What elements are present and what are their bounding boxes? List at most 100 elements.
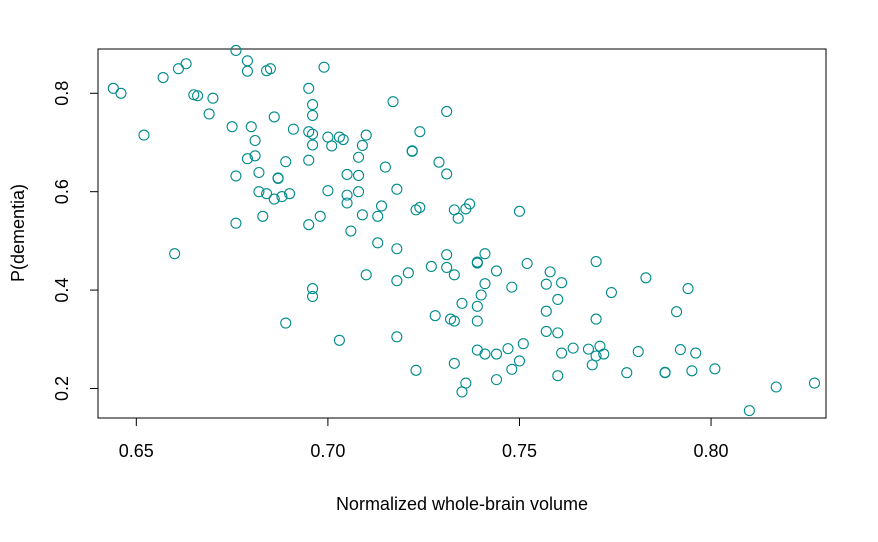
data-point <box>448 269 460 281</box>
data-point <box>410 364 422 376</box>
data-point <box>671 306 683 318</box>
data-point <box>471 257 483 269</box>
data-point <box>387 96 399 108</box>
data-point <box>188 89 200 101</box>
data-point <box>540 278 552 290</box>
data-point <box>621 367 633 379</box>
data-point <box>441 105 453 118</box>
data-point <box>674 344 686 356</box>
data-point <box>414 201 426 213</box>
data-point <box>303 82 315 94</box>
data-point <box>322 185 334 197</box>
data-point <box>345 225 357 237</box>
data-points <box>107 44 821 417</box>
data-point <box>268 193 280 205</box>
data-point <box>391 275 403 287</box>
data-point <box>513 355 526 367</box>
data-point <box>307 109 319 121</box>
data-point <box>257 210 269 222</box>
data-point <box>245 121 257 133</box>
data-point <box>471 315 483 327</box>
data-point <box>682 283 694 295</box>
data-point <box>808 377 821 389</box>
data-point <box>230 217 242 229</box>
data-point <box>490 374 503 386</box>
data-point <box>471 344 483 356</box>
data-point <box>448 357 460 369</box>
data-point <box>280 156 292 168</box>
data-point <box>352 169 365 181</box>
data-point <box>475 289 487 301</box>
y-tick-label: 0.2 <box>52 376 72 401</box>
x-axis: 0.65 0.70 0.75 0.80 <box>119 417 729 461</box>
data-point <box>556 347 568 359</box>
data-point <box>253 186 265 198</box>
data-point <box>552 293 564 305</box>
data-point <box>456 297 468 309</box>
data-point <box>471 300 483 312</box>
data-point <box>590 350 602 362</box>
data-point <box>307 290 319 303</box>
data-point <box>172 63 185 75</box>
data-point <box>490 265 503 277</box>
data-point <box>241 153 253 165</box>
data-point <box>303 154 315 166</box>
data-point <box>253 166 265 179</box>
plot-frame <box>97 48 827 419</box>
y-axis: 0.2 0.4 0.6 0.8 <box>52 81 99 401</box>
data-point <box>372 210 384 222</box>
data-point <box>540 305 552 317</box>
data-point <box>479 248 491 260</box>
data-point <box>506 281 518 293</box>
data-point <box>521 257 533 270</box>
data-point <box>138 129 150 141</box>
data-point <box>391 331 403 343</box>
data-point <box>307 283 319 295</box>
data-point <box>107 82 119 94</box>
data-point <box>249 150 261 162</box>
x-tick-label: 0.75 <box>502 441 537 461</box>
data-point <box>425 260 437 273</box>
data-point <box>180 58 192 70</box>
data-point <box>341 197 353 209</box>
data-point <box>582 343 594 355</box>
data-point <box>479 348 491 360</box>
data-point <box>276 191 288 203</box>
data-point <box>360 129 372 141</box>
data-point <box>352 186 365 198</box>
data-point <box>414 126 426 138</box>
data-point <box>341 189 353 201</box>
data-point <box>303 219 315 231</box>
data-point <box>605 286 617 299</box>
data-point <box>429 310 441 322</box>
data-point <box>517 338 529 350</box>
data-point <box>333 334 345 346</box>
data-point <box>314 210 326 222</box>
data-point <box>552 370 564 382</box>
data-point <box>356 209 368 221</box>
data-point <box>690 347 702 359</box>
data-point <box>406 145 418 157</box>
data-point <box>770 381 782 393</box>
data-point <box>169 248 181 260</box>
x-tick-label: 0.70 <box>310 441 345 461</box>
data-point <box>686 365 698 377</box>
data-point <box>709 363 721 375</box>
data-point <box>157 71 169 84</box>
data-point <box>441 261 453 273</box>
data-point <box>230 170 242 182</box>
x-tick-label: 0.80 <box>694 441 729 461</box>
data-point <box>372 237 384 249</box>
data-point <box>318 61 330 73</box>
data-point <box>230 44 242 57</box>
data-point <box>659 367 671 379</box>
data-point <box>490 348 503 360</box>
data-point <box>552 327 564 339</box>
data-point <box>226 121 238 133</box>
data-point <box>375 200 388 212</box>
y-tick-label: 0.8 <box>52 81 72 106</box>
data-point <box>402 267 414 279</box>
data-point <box>207 92 219 104</box>
data-point <box>280 317 292 329</box>
